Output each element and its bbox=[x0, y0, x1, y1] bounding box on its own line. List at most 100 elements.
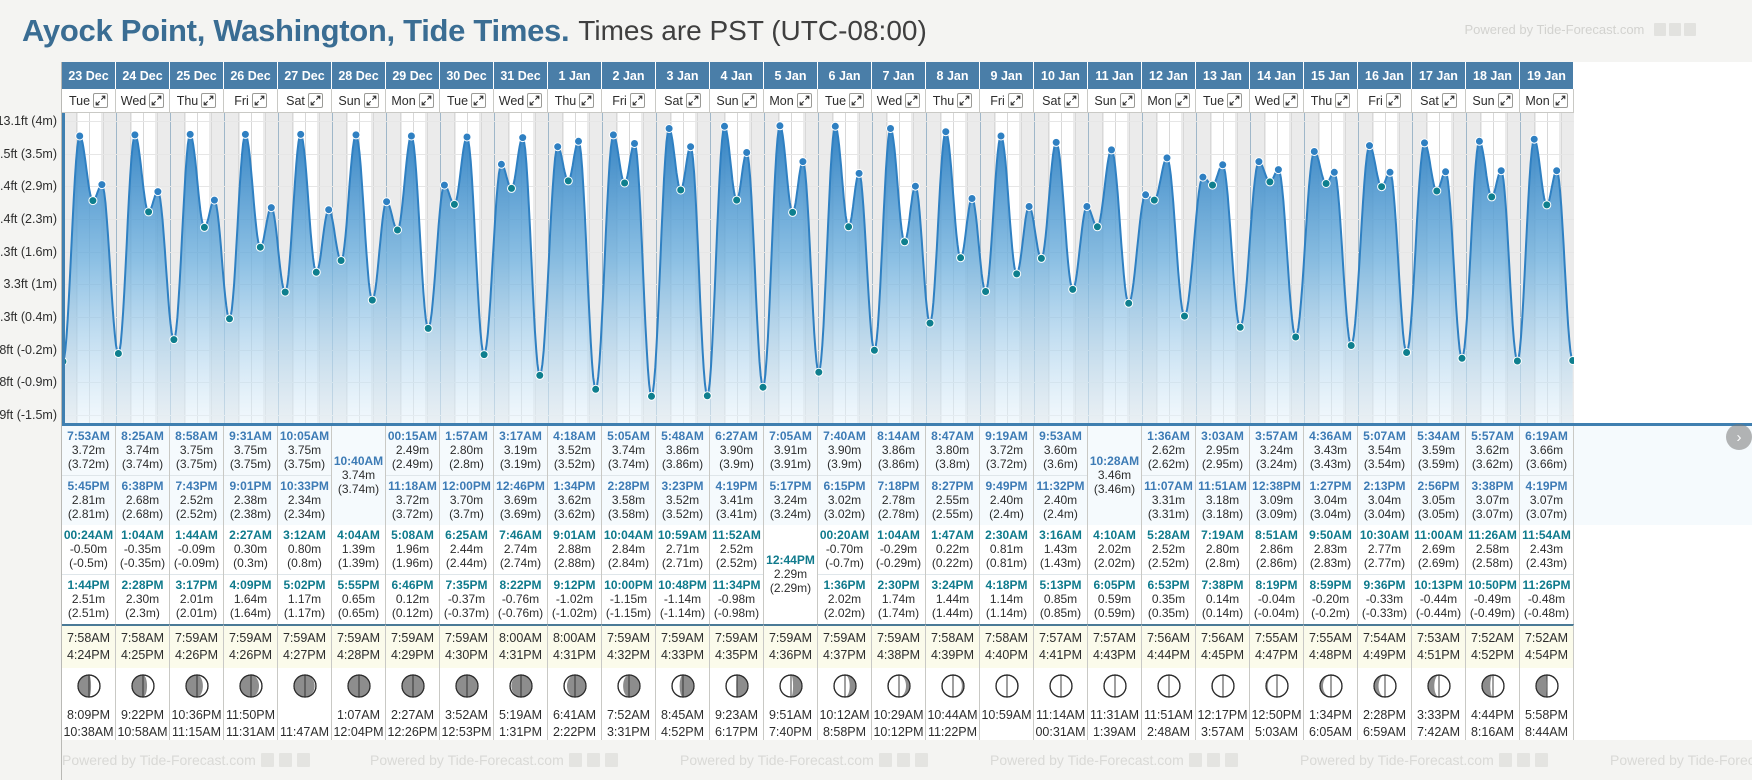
date-header-cell[interactable]: 29 Dec bbox=[386, 62, 440, 89]
expand-icon[interactable] bbox=[1552, 93, 1568, 108]
expand-icon[interactable] bbox=[629, 93, 645, 108]
tide-table-container[interactable]: 23 Dec 24 Dec 25 Dec 26 Dec 27 Dec 28 Dec 29 D… bbox=[0, 62, 1752, 780]
expand-icon[interactable] bbox=[1007, 93, 1023, 108]
date-header-cell[interactable]: 26 Dec bbox=[224, 62, 278, 89]
expand-icon[interactable] bbox=[363, 93, 379, 108]
date-header-cell[interactable]: 24 Dec bbox=[116, 62, 170, 89]
moon-row: MoonSetRise8:09PM10:38AM9:22PM10:58AM10:… bbox=[0, 668, 1752, 745]
tide-height: 0.12m bbox=[395, 592, 430, 606]
expand-icon[interactable] bbox=[1441, 93, 1457, 108]
expand-icon[interactable] bbox=[471, 93, 487, 108]
expand-icon[interactable] bbox=[685, 93, 701, 108]
tide-event: 8:59PM -0.20m (-0.2m) bbox=[1304, 574, 1357, 624]
expand-icon[interactable] bbox=[1227, 93, 1243, 108]
tide-event: 11:51AM 3.18m (3.18m) bbox=[1196, 475, 1249, 525]
tide-event: 4:04AM 1.39m (1.39m) bbox=[332, 525, 385, 574]
date-header-cell[interactable]: 15 Jan bbox=[1304, 62, 1358, 89]
tide-scroll-area[interactable]: 23 Dec 24 Dec 25 Dec 26 Dec 27 Dec 28 Dec 29 D… bbox=[0, 62, 1752, 780]
date-header-cell[interactable]: 7 Jan bbox=[872, 62, 926, 89]
expand-icon[interactable] bbox=[741, 93, 757, 108]
date-header-cell[interactable]: 12 Jan bbox=[1142, 62, 1196, 89]
date-header-cell[interactable]: 8 Jan bbox=[926, 62, 980, 89]
tide-height-alt: (2.62m) bbox=[1147, 457, 1190, 471]
tide-time: 9:01PM bbox=[229, 479, 272, 493]
tide-time: 5:05AM bbox=[607, 429, 650, 443]
high-tide-cell: 10:05AM 3.75m (3.75m) 10:33PM 2.34m (2.34m) bbox=[278, 426, 332, 525]
expand-icon[interactable] bbox=[849, 93, 865, 108]
tide-height-alt: (3.07m) bbox=[1471, 507, 1514, 521]
sun-cell: 7:59AM 4:26PM bbox=[170, 624, 224, 668]
date-header-cell[interactable]: 14 Jan bbox=[1250, 62, 1304, 89]
tide-height-alt: (2.02m) bbox=[823, 606, 866, 620]
scroll-right-button[interactable]: › bbox=[1726, 424, 1752, 450]
date-header-cell[interactable]: 1 Jan bbox=[548, 62, 602, 89]
expand-icon[interactable] bbox=[307, 93, 323, 108]
date-header-cell[interactable]: 11 Jan bbox=[1088, 62, 1142, 89]
tide-event: 2:56PM 3.05m (3.05m) bbox=[1412, 475, 1465, 525]
date-header-cell[interactable]: 23 Dec bbox=[62, 62, 116, 89]
expand-icon[interactable] bbox=[1174, 93, 1190, 108]
expand-icon[interactable] bbox=[1497, 93, 1513, 108]
date-header-cell[interactable]: 3 Jan bbox=[656, 62, 710, 89]
date-header-cell[interactable]: 2 Jan bbox=[602, 62, 656, 89]
expand-icon[interactable] bbox=[796, 93, 812, 108]
tide-time: 6:46PM bbox=[391, 578, 434, 592]
tide-event: 1:36PM 2.02m (2.02m) bbox=[818, 574, 871, 624]
expand-icon[interactable] bbox=[149, 93, 165, 108]
moon-cell: 6:41AM 2:22PM bbox=[548, 668, 602, 745]
tide-height: 2.58m bbox=[1475, 542, 1510, 556]
expand-icon[interactable] bbox=[1283, 93, 1299, 108]
tide-time: 5:08AM bbox=[391, 528, 434, 542]
date-header-cell[interactable]: 18 Jan bbox=[1466, 62, 1520, 89]
date-header-cell[interactable]: 9 Jan bbox=[980, 62, 1034, 89]
tide-height-alt: (3.52m) bbox=[553, 457, 596, 471]
date-header-cell[interactable]: 25 Dec bbox=[170, 62, 224, 89]
date-header-cell[interactable]: 19 Jan bbox=[1520, 62, 1574, 89]
expand-icon[interactable] bbox=[418, 93, 434, 108]
expand-icon[interactable] bbox=[1385, 93, 1401, 108]
expand-icon[interactable] bbox=[1063, 93, 1079, 108]
sunset-time: 4:32PM bbox=[606, 648, 651, 662]
tide-height: 3.60m bbox=[1043, 443, 1078, 457]
tide-event: 9:31AM 3.75m (3.75m) bbox=[224, 426, 277, 475]
low-tide-marker bbox=[1487, 192, 1497, 202]
expand-icon[interactable] bbox=[201, 93, 217, 108]
tide-height-alt: (3.86m) bbox=[661, 457, 704, 471]
expand-icon[interactable] bbox=[1119, 93, 1135, 108]
date-header-cell[interactable]: 5 Jan bbox=[764, 62, 818, 89]
date-header-cell[interactable]: 30 Dec bbox=[440, 62, 494, 89]
date-header-cell[interactable]: 13 Jan bbox=[1196, 62, 1250, 89]
tide-height: 3.07m bbox=[1475, 493, 1510, 507]
tide-event: 8:19PM -0.04m (-0.04m) bbox=[1250, 574, 1303, 624]
tide-height-alt: (3.74m) bbox=[607, 457, 650, 471]
date-header-cell[interactable]: 4 Jan bbox=[710, 62, 764, 89]
expand-icon[interactable] bbox=[579, 93, 595, 108]
sunrise-time: 7:58AM bbox=[930, 631, 975, 645]
moonset-time: 3:33PM bbox=[1416, 708, 1461, 722]
tide-event: 5:55PM 0.65m (0.65m) bbox=[332, 574, 385, 624]
expand-icon[interactable] bbox=[957, 93, 973, 108]
expand-icon[interactable] bbox=[1335, 93, 1351, 108]
tide-height: 3.62m bbox=[1475, 443, 1510, 457]
expand-icon[interactable] bbox=[905, 93, 921, 108]
low-tide-cell: 5:28AM 2.52m (2.52m) 6:53PM 0.35m (0.35m) bbox=[1142, 525, 1196, 624]
date-header-cell[interactable]: 17 Jan bbox=[1412, 62, 1466, 89]
date-header-cell[interactable]: 6 Jan bbox=[818, 62, 872, 89]
tide-time: 11:32PM bbox=[1036, 479, 1085, 493]
page-header: Ayock Point, Washington, Tide Times. Tim… bbox=[0, 0, 1752, 62]
date-header-cell[interactable]: 10 Jan bbox=[1034, 62, 1088, 89]
high-tide-marker bbox=[1552, 166, 1562, 176]
sunset-time: 4:24PM bbox=[66, 648, 111, 662]
date-header-cell[interactable]: 28 Dec bbox=[332, 62, 386, 89]
expand-icon[interactable] bbox=[527, 93, 543, 108]
sun-cell: 7:59AM 4:26PM bbox=[224, 624, 278, 668]
tide-event: 7:18PM 2.78m (2.78m) bbox=[872, 475, 925, 525]
moonset-time: 2:27AM bbox=[390, 708, 435, 722]
date-header-cell[interactable]: 27 Dec bbox=[278, 62, 332, 89]
date-header-cell[interactable]: 31 Dec bbox=[494, 62, 548, 89]
sun-cell: 7:52AM 4:54PM bbox=[1520, 624, 1574, 668]
expand-icon[interactable] bbox=[251, 93, 267, 108]
date-header-cell[interactable]: 16 Jan bbox=[1358, 62, 1412, 89]
tide-event: 10:59AM 2.71m (2.71m) bbox=[656, 525, 709, 574]
expand-icon[interactable] bbox=[93, 93, 109, 108]
